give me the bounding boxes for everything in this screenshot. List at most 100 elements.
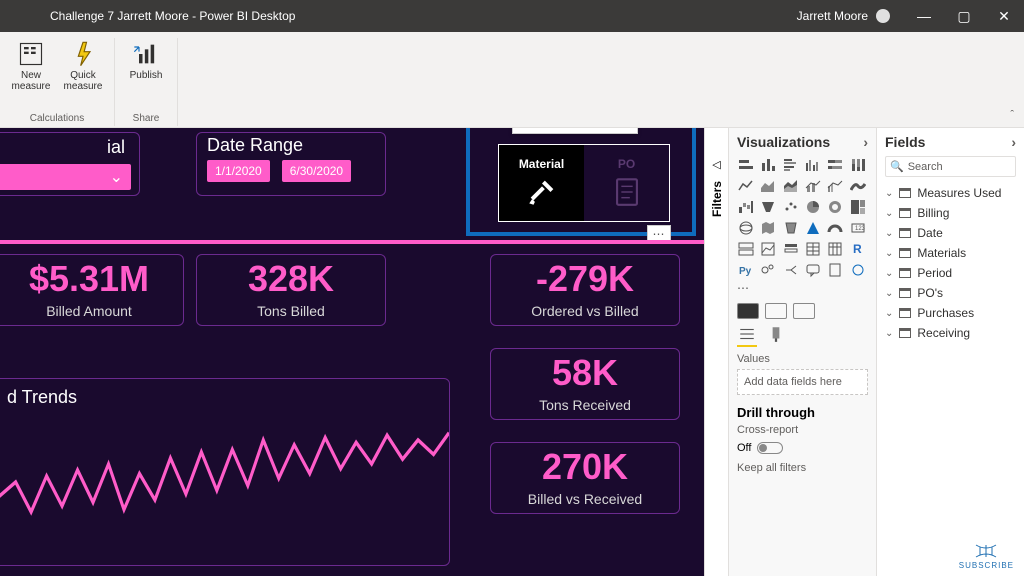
fields-pane: Fields › 🔍 Search ⌄Measures Used ⌄Billin… bbox=[876, 128, 1024, 576]
viz-stacked-area-icon[interactable] bbox=[782, 177, 800, 195]
format-tab-grid[interactable] bbox=[765, 303, 787, 319]
viz-arcgis-icon[interactable] bbox=[849, 261, 867, 279]
viz-stacked-bar-icon[interactable] bbox=[737, 156, 755, 174]
viz-line-icon[interactable] bbox=[737, 177, 755, 195]
viz-r-icon[interactable]: R bbox=[849, 240, 867, 258]
fields-tab-icon[interactable] bbox=[738, 325, 756, 343]
table-label: Billing bbox=[917, 206, 949, 220]
values-label: Values bbox=[737, 353, 868, 365]
expand-filters-icon[interactable]: ◁ bbox=[712, 158, 720, 171]
date-to-chip[interactable]: 6/30/2020 bbox=[282, 160, 351, 182]
table-icon bbox=[899, 208, 911, 218]
table-receiving[interactable]: ⌄Receiving bbox=[885, 323, 1016, 343]
kpi-billed-vs-received-value: 270K bbox=[495, 449, 675, 485]
quick-measure-button[interactable]: Quick measure bbox=[60, 38, 106, 113]
collapse-fields-icon[interactable]: › bbox=[1011, 134, 1016, 150]
more-visuals-button[interactable]: ⋯ bbox=[737, 279, 868, 297]
report-canvas[interactable]: ial ⌄ Date Range 1/1/2020 6/30/2020 Clic… bbox=[0, 128, 704, 576]
format-tab-dark[interactable] bbox=[737, 303, 759, 319]
date-from-chip[interactable]: 1/1/2020 bbox=[207, 160, 270, 182]
quick-measure-label: Quick measure bbox=[60, 70, 106, 92]
viz-table-icon[interactable] bbox=[804, 240, 822, 258]
table-label: Period bbox=[917, 266, 952, 280]
viz-clustered-bar-icon[interactable] bbox=[782, 156, 800, 174]
viz-filled-map-icon[interactable] bbox=[759, 219, 777, 237]
tab-po[interactable]: PO bbox=[584, 145, 669, 221]
kpi-ordered-vs-billed[interactable]: -279K Ordered vs Billed bbox=[490, 254, 680, 326]
publish-button[interactable]: Publish bbox=[123, 38, 169, 113]
material-slicer[interactable]: ial ⌄ bbox=[0, 132, 140, 196]
viz-pie-icon[interactable] bbox=[804, 198, 822, 216]
table-materials[interactable]: ⌄Materials bbox=[885, 243, 1016, 263]
svg-text:R: R bbox=[853, 242, 862, 256]
viz-shape-map-icon[interactable] bbox=[782, 219, 800, 237]
kpi-tons-billed[interactable]: 328K Tons Billed bbox=[196, 254, 386, 326]
table-measures-used[interactable]: ⌄Measures Used bbox=[885, 183, 1016, 203]
kpi-billed-vs-received[interactable]: 270K Billed vs Received bbox=[490, 442, 680, 514]
table-period[interactable]: ⌄Period bbox=[885, 263, 1016, 283]
cross-report-toggle[interactable] bbox=[757, 442, 783, 454]
table-date[interactable]: ⌄Date bbox=[885, 223, 1016, 243]
publish-icon bbox=[132, 40, 160, 68]
viz-qa-icon[interactable] bbox=[804, 261, 822, 279]
viz-slicer-icon[interactable] bbox=[782, 240, 800, 258]
viz-kpi-icon[interactable] bbox=[759, 240, 777, 258]
close-button[interactable]: ✕ bbox=[984, 0, 1024, 32]
viz-ribbon-icon[interactable] bbox=[849, 177, 867, 195]
viz-azure-map-icon[interactable] bbox=[804, 219, 822, 237]
format-tab-icon[interactable] bbox=[767, 325, 785, 343]
viz-donut-icon[interactable] bbox=[826, 198, 844, 216]
viz-multi-card-icon[interactable] bbox=[737, 240, 755, 258]
minimize-button[interactable]: — bbox=[904, 0, 944, 32]
collapse-viz-icon[interactable]: › bbox=[863, 134, 868, 150]
kpi-tons-billed-value: 328K bbox=[201, 261, 381, 297]
tab-material-label: Material bbox=[519, 157, 564, 171]
viz-scatter-icon[interactable] bbox=[782, 198, 800, 216]
viz-funnel-icon[interactable] bbox=[759, 198, 777, 216]
tab-material[interactable]: Material bbox=[499, 145, 584, 221]
kpi-tons-received[interactable]: 58K Tons Received bbox=[490, 348, 680, 420]
table-billing[interactable]: ⌄Billing bbox=[885, 203, 1016, 223]
chevron-down-icon: ⌄ bbox=[885, 328, 893, 339]
viz-map-icon[interactable] bbox=[737, 219, 755, 237]
viz-line-column-icon[interactable] bbox=[804, 177, 822, 195]
viz-python-icon[interactable]: Py bbox=[737, 261, 755, 279]
viz-matrix-icon[interactable] bbox=[826, 240, 844, 258]
viz-paginated-icon[interactable] bbox=[826, 261, 844, 279]
viz-gauge-icon[interactable] bbox=[826, 219, 844, 237]
trend-chart[interactable]: d Trends bbox=[0, 378, 450, 566]
filters-pane-collapsed[interactable]: ◁ Filters bbox=[704, 128, 728, 576]
viz-decomposition-icon[interactable] bbox=[782, 261, 800, 279]
trend-title: d Trends bbox=[0, 379, 449, 416]
viz-treemap-icon[interactable] bbox=[849, 198, 867, 216]
ribbon-group-calc-caption: Calculations bbox=[30, 113, 84, 126]
viz-card-icon[interactable]: 123 bbox=[849, 219, 867, 237]
viz-area-icon[interactable] bbox=[759, 177, 777, 195]
keep-filters-label: Keep all filters bbox=[737, 462, 868, 474]
date-range-slicer[interactable]: Date Range 1/1/2020 6/30/2020 bbox=[196, 132, 386, 196]
viz-clustered-column-icon[interactable] bbox=[804, 156, 822, 174]
avatar[interactable] bbox=[876, 9, 890, 23]
viz-line-clustered-icon[interactable] bbox=[826, 177, 844, 195]
format-tab-plain[interactable] bbox=[793, 303, 815, 319]
viz-waterfall-icon[interactable] bbox=[737, 198, 755, 216]
viz-100-column-icon[interactable] bbox=[849, 156, 867, 174]
material-dropdown[interactable]: ⌄ bbox=[0, 164, 131, 190]
publish-label: Publish bbox=[130, 70, 163, 81]
collapse-ribbon-icon[interactable]: ˆ bbox=[1010, 109, 1014, 121]
new-measure-button[interactable]: New measure bbox=[8, 38, 54, 113]
table-pos[interactable]: ⌄PO's bbox=[885, 283, 1016, 303]
table-label: Measures Used bbox=[917, 186, 1001, 200]
fields-search[interactable]: 🔍 Search bbox=[885, 156, 1016, 177]
values-drop-zone[interactable]: Add data fields here bbox=[737, 369, 868, 395]
viz-stacked-column-icon[interactable] bbox=[759, 156, 777, 174]
viz-key-influencers-icon[interactable] bbox=[759, 261, 777, 279]
filters-label: Filters bbox=[710, 181, 724, 217]
material-po-tabs[interactable]: Material PO ⋯ bbox=[498, 144, 670, 222]
kpi-billed-amount[interactable]: $5.31M Billed Amount bbox=[0, 254, 184, 326]
new-measure-label: New measure bbox=[8, 70, 54, 92]
document-icon bbox=[610, 175, 644, 209]
table-purchases[interactable]: ⌄Purchases bbox=[885, 303, 1016, 323]
maximize-button[interactable]: ▢ bbox=[944, 0, 984, 32]
viz-100-bar-icon[interactable] bbox=[826, 156, 844, 174]
